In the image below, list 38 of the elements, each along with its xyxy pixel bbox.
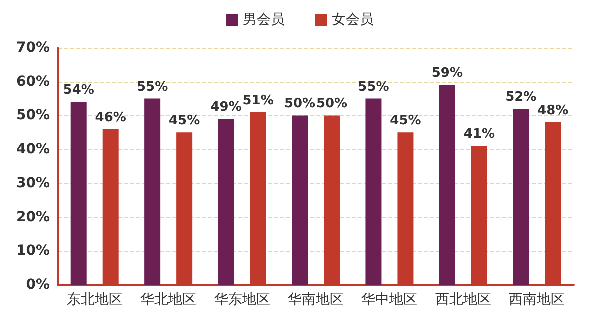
y-tick-label: 70% bbox=[16, 40, 50, 56]
data-label: 46% bbox=[95, 110, 126, 126]
y-tick-label: 40% bbox=[16, 142, 50, 158]
bar bbox=[366, 98, 382, 285]
x-tick-label: 东北地区 bbox=[66, 292, 123, 308]
data-label: 50% bbox=[316, 96, 348, 112]
data-label: 48% bbox=[538, 103, 569, 118]
x-tick-label: 华南地区 bbox=[288, 292, 344, 308]
data-label: 41% bbox=[464, 127, 495, 142]
bar bbox=[292, 116, 308, 285]
x-tick-label: 华东地区 bbox=[214, 292, 270, 308]
data-label: 54% bbox=[63, 83, 94, 98]
x-tick-label: 西南地区 bbox=[509, 292, 566, 308]
bar bbox=[218, 119, 234, 285]
bar bbox=[70, 102, 87, 285]
y-tick-label: 10% bbox=[16, 243, 50, 260]
data-label: 50% bbox=[284, 96, 316, 112]
data-label: 49% bbox=[210, 100, 242, 116]
data-label: 51% bbox=[242, 93, 274, 108]
bar bbox=[144, 98, 161, 285]
bar bbox=[439, 85, 456, 285]
data-label: 55% bbox=[137, 80, 168, 95]
data-label: 55% bbox=[358, 80, 390, 95]
y-tick-label: 0% bbox=[26, 277, 50, 293]
data-label: 45% bbox=[390, 114, 422, 129]
y-tick-label: 30% bbox=[16, 175, 50, 192]
y-tick-label: 50% bbox=[16, 108, 50, 124]
bar bbox=[513, 108, 530, 285]
legend-label: 女会员 bbox=[332, 12, 374, 28]
data-label: 45% bbox=[169, 114, 200, 129]
y-tick-label: 60% bbox=[16, 74, 50, 90]
y-tick-label: 20% bbox=[16, 209, 50, 226]
legend-label: 男会员 bbox=[243, 12, 285, 28]
data-label: 59% bbox=[432, 66, 463, 82]
x-tick-label: 西北地区 bbox=[435, 292, 492, 308]
x-tick-label: 华北地区 bbox=[140, 292, 197, 308]
x-tick-label: 华中地区 bbox=[362, 292, 418, 308]
data-label: 52% bbox=[506, 90, 537, 105]
